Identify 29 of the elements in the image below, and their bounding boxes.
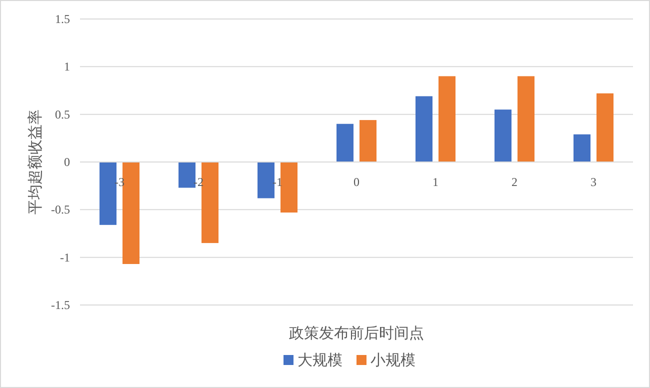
- legend-label: 小规模: [370, 352, 416, 369]
- bar: [518, 76, 534, 162]
- bar: [596, 93, 614, 162]
- bar: [494, 110, 512, 162]
- bar: [336, 124, 354, 162]
- legend-label: 大规模: [298, 352, 342, 369]
- y-tick-label: -1: [60, 250, 70, 264]
- bar: [438, 76, 456, 162]
- y-tick-label: -0.5: [51, 202, 70, 217]
- bar: [360, 120, 376, 162]
- y-tick-label: 0.5: [55, 107, 70, 122]
- bar: [122, 162, 140, 264]
- bar: [416, 96, 432, 162]
- y-axis-title: 平均超额收益率: [27, 110, 44, 214]
- y-tick-label: 1: [64, 60, 70, 74]
- x-axis-title: 政策发布前后时间点: [289, 325, 424, 342]
- bar: [258, 162, 274, 198]
- y-tick-label: 1.5: [55, 12, 70, 26]
- bar: [202, 162, 218, 244]
- y-tick-label: -1.5: [51, 298, 70, 312]
- x-tick-label: 3: [590, 175, 596, 189]
- x-tick-label: 1: [432, 175, 438, 189]
- bar: [178, 162, 196, 188]
- x-tick-label: 2: [512, 175, 518, 189]
- bar: [280, 162, 298, 213]
- bar: [574, 134, 590, 162]
- bar: [100, 162, 116, 225]
- y-tick-label: 0: [64, 155, 70, 169]
- x-tick-label: 0: [354, 175, 360, 189]
